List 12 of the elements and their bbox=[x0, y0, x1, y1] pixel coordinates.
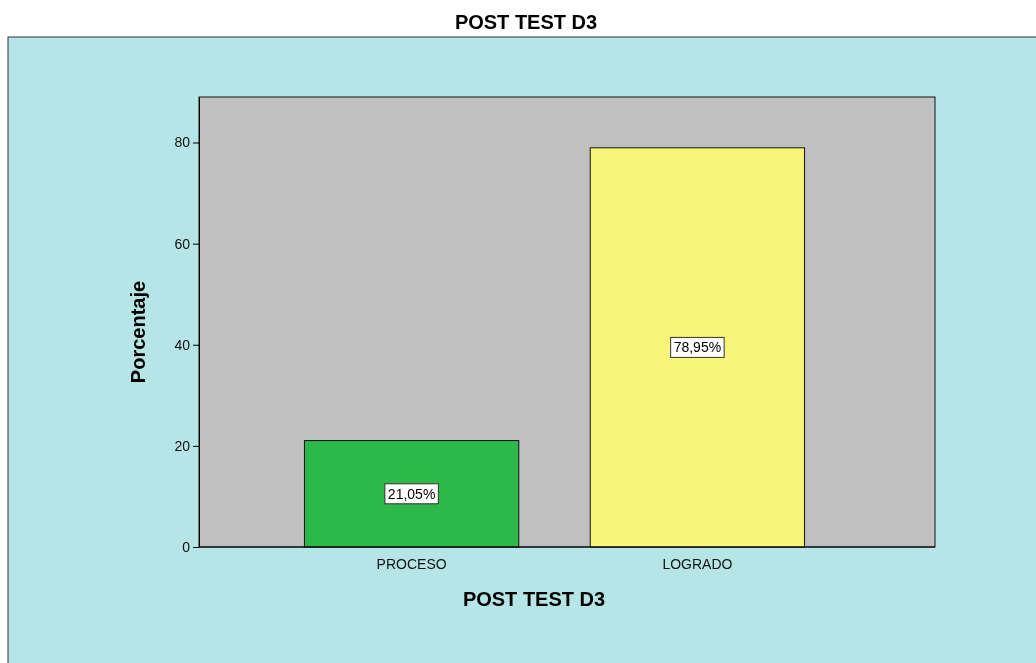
x-tick-label: LOGRADO bbox=[662, 555, 733, 572]
data-label: 78,95% bbox=[673, 339, 722, 356]
x-axis-title: POST TEST D3 bbox=[462, 588, 606, 610]
x-tick-label: PROCESO bbox=[376, 555, 447, 572]
y-tick-label: 0 bbox=[182, 538, 191, 555]
y-tick-label: 80 bbox=[174, 134, 191, 151]
y-tick-label: 60 bbox=[174, 235, 191, 252]
data-label: 21,05% bbox=[387, 485, 436, 502]
y-axis-title: Porcentaje bbox=[127, 280, 149, 384]
chart-title: POST TEST D3 bbox=[454, 11, 598, 33]
y-tick-label: 40 bbox=[174, 336, 191, 353]
y-tick-label: 20 bbox=[174, 437, 191, 454]
